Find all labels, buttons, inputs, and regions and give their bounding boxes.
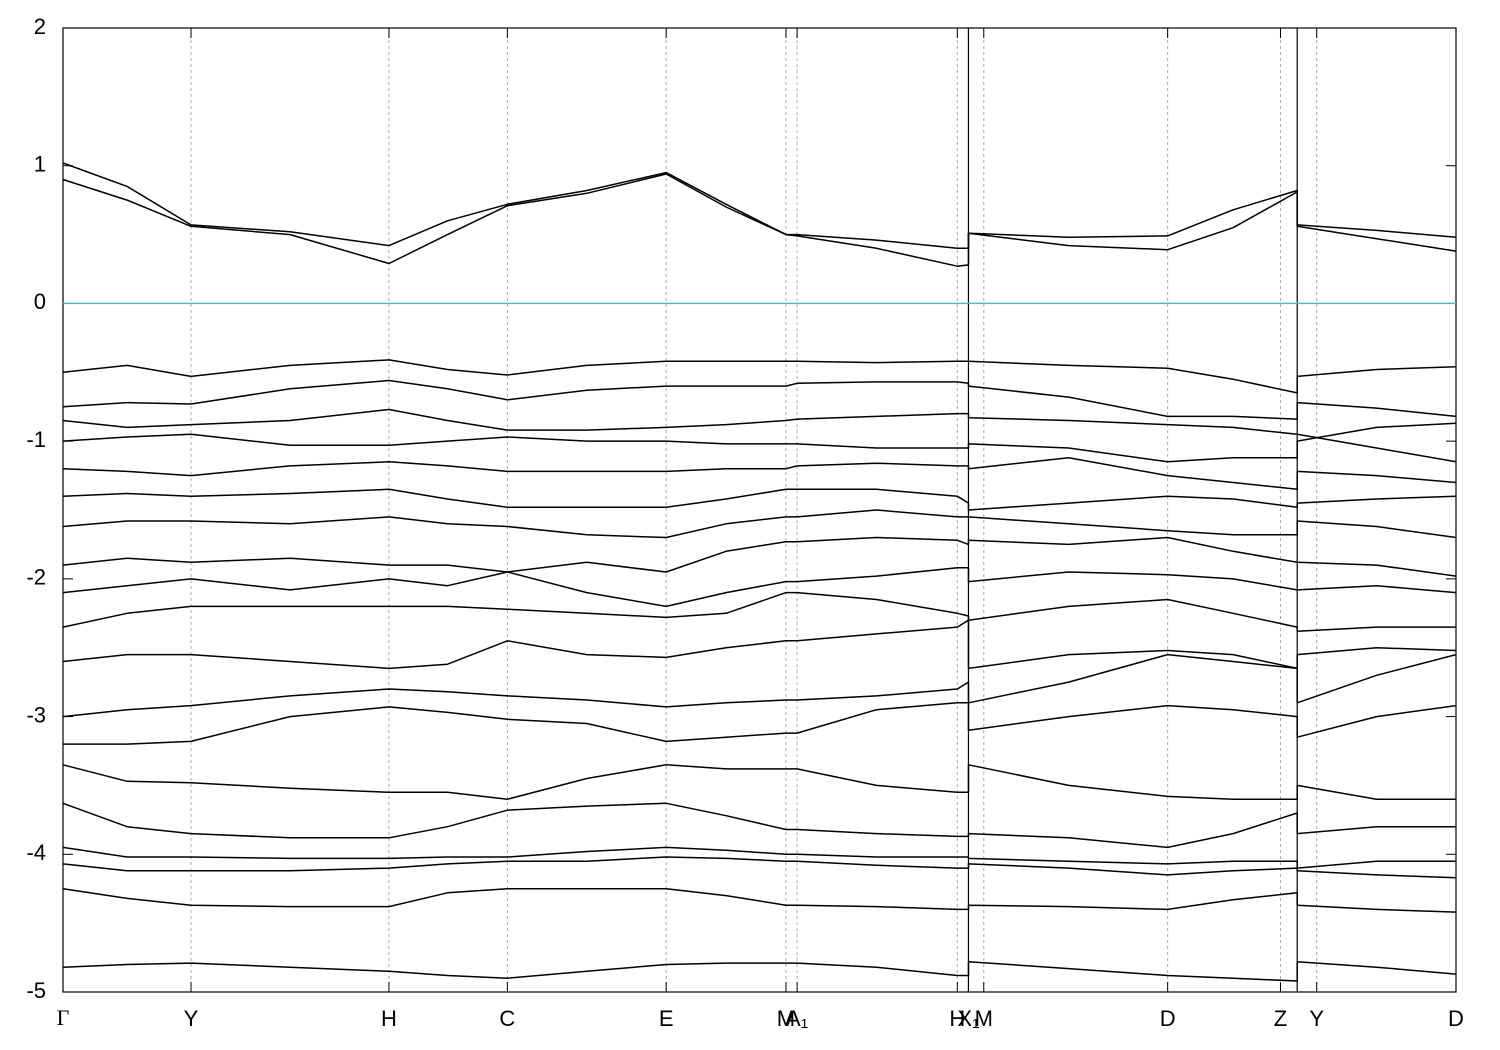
x-tick-label: Y (184, 1006, 199, 1031)
x-tick-label: M (777, 1006, 795, 1031)
band-line (62, 567, 1457, 608)
band-line (63, 702, 1457, 745)
band-line (62, 488, 1457, 511)
y-tick-label: 2 (34, 14, 46, 39)
x-tick-label: C (499, 1006, 515, 1031)
band-line (62, 173, 1457, 267)
band-line (62, 887, 1457, 913)
band-line (62, 408, 1457, 463)
x-tick-label: X₁ (957, 1006, 979, 1031)
plot-frame (62, 27, 1457, 993)
band-line (62, 591, 1456, 632)
band-line (62, 619, 1457, 670)
band-line (62, 162, 1457, 250)
x-tick-label: E (659, 1006, 674, 1031)
band-line (62, 456, 1457, 491)
band-line (62, 509, 1457, 539)
x-tick-label: Z (1274, 1006, 1287, 1031)
x-tick-label: D (1160, 1006, 1176, 1031)
y-tick-label: -5 (26, 978, 46, 1003)
band-line (62, 764, 1456, 800)
x-tick-label: M (975, 1006, 993, 1031)
band-line (62, 422, 1457, 463)
band-line (62, 802, 1456, 849)
x-tick-label: Y (1309, 1006, 1324, 1031)
band-line (62, 379, 1457, 420)
x-tick-label: H (949, 1006, 965, 1031)
x-tick-label: A₁ (786, 1006, 808, 1031)
band-line (62, 653, 1457, 718)
y-tick-label: -4 (26, 840, 46, 865)
band-line (62, 856, 1457, 879)
band-line (62, 960, 1457, 982)
band-line (62, 536, 1457, 577)
x-tick-label: H (381, 1006, 397, 1031)
y-tick-label: -1 (26, 427, 46, 452)
band-line (62, 359, 1457, 394)
y-tick-label: 1 (34, 152, 46, 177)
y-tick-label: -3 (26, 702, 46, 727)
band-line (62, 846, 1456, 869)
x-tick-label: Γ (57, 1005, 70, 1030)
y-tick-label: 0 (34, 289, 46, 314)
x-tick-label: D (1448, 1006, 1464, 1031)
y-tick-label: -2 (26, 565, 46, 590)
